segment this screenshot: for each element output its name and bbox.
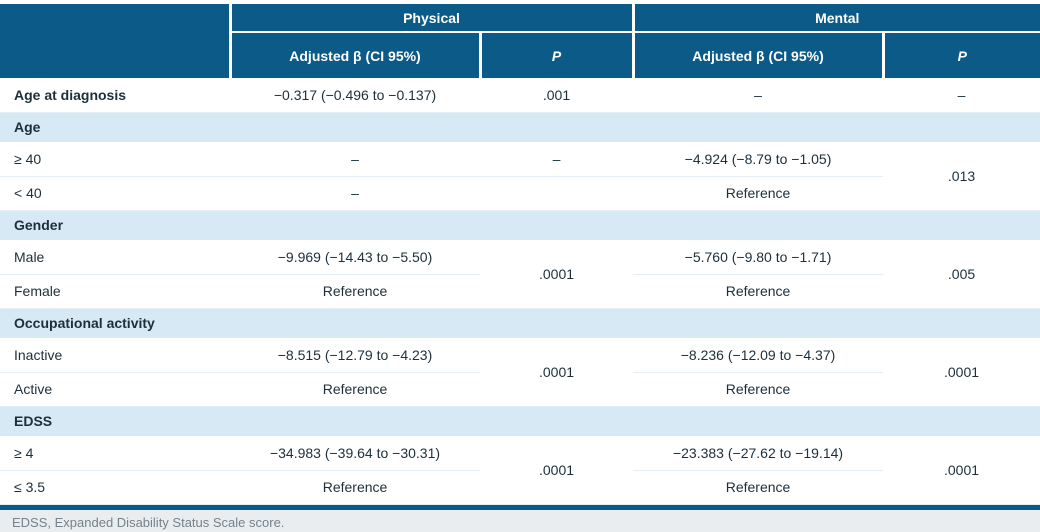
mental-beta-cell: −5.760 (−9.80 to −1.71) xyxy=(633,240,884,275)
physical-beta-cell: Reference xyxy=(230,372,480,407)
row-age-at-diagnosis: Age at diagnosis −0.317 (−0.496 to −0.13… xyxy=(0,78,1040,113)
mental-p-cell-merged: .0001 xyxy=(883,338,1040,407)
physical-beta-cell: −0.317 (−0.496 to −0.137) xyxy=(230,78,480,113)
row-label: Inactive xyxy=(0,338,230,373)
mental-beta-cell: Reference xyxy=(633,470,884,505)
physical-beta-cell: −9.969 (−14.43 to −5.50) xyxy=(230,240,480,275)
mental-p-cell-merged: .005 xyxy=(883,240,1040,309)
mental-p-cell-merged: .013 xyxy=(883,142,1040,211)
section-row-occupational-activity: Occupational activity xyxy=(0,308,1040,338)
header-empty-stub-cell xyxy=(0,4,232,78)
table-body: Age at diagnosis −0.317 (−0.496 to −0.13… xyxy=(0,78,1040,505)
physical-p-cell: .001 xyxy=(480,78,634,113)
mental-beta-cell: – xyxy=(633,78,884,113)
row-edss-ge-4: ≥ 4 −34.983 (−39.64 to −30.31) .0001 −23… xyxy=(0,436,1040,505)
section-label: EDSS xyxy=(0,406,1040,436)
table-footnote: EDSS, Expanded Disability Status Scale s… xyxy=(0,509,1040,532)
physical-p-cell: – xyxy=(480,142,634,177)
mental-beta-cell: −4.924 (−8.79 to −1.05) xyxy=(633,142,884,177)
row-edss-le-3-5: ≤ 3.5 Reference Reference xyxy=(0,470,1040,505)
row-label: Female xyxy=(0,274,230,309)
physical-beta-cell: – xyxy=(230,176,480,211)
mental-p-cell-merged: .0001 xyxy=(883,436,1040,505)
row-label: Active xyxy=(0,372,230,407)
section-label: Gender xyxy=(0,210,1040,240)
regression-table: Physical Mental Adjusted β (CI 95%) P Ad… xyxy=(0,4,1040,505)
mental-beta-cell: Reference xyxy=(633,372,884,407)
physical-beta-cell: – xyxy=(230,142,480,177)
col-header-mental-beta: Adjusted β (CI 95%) xyxy=(633,32,885,78)
mental-beta-cell: −23.383 (−27.62 to −19.14) xyxy=(633,436,884,471)
row-label: ≥ 40 xyxy=(0,142,230,177)
column-group-physical: Physical xyxy=(230,4,635,33)
row-label: ≤ 3.5 xyxy=(0,470,230,505)
physical-beta-cell: −8.515 (−12.79 to −4.23) xyxy=(230,338,480,373)
physical-p-empty-cell xyxy=(480,176,634,211)
physical-beta-cell: Reference xyxy=(230,470,480,505)
col-header-physical-beta: Adjusted β (CI 95%) xyxy=(230,32,482,78)
mental-p-cell: – xyxy=(883,78,1040,113)
section-label: Age xyxy=(0,112,1040,142)
row-label: Age at diagnosis xyxy=(0,78,230,113)
row-label: ≥ 4 xyxy=(0,436,230,471)
row-age-lt-40: < 40 – Reference xyxy=(0,176,1040,211)
physical-p-cell-merged: .0001 xyxy=(480,436,634,505)
header-group-row: Physical Mental xyxy=(0,4,1040,78)
col-header-physical-p: P xyxy=(480,32,635,78)
table-header: Physical Mental Adjusted β (CI 95%) P Ad… xyxy=(0,4,1040,78)
row-label: < 40 xyxy=(0,176,230,211)
section-label: Occupational activity xyxy=(0,308,1040,338)
row-gender-female: Female Reference Reference xyxy=(0,274,1040,309)
physical-p-cell-merged: .0001 xyxy=(480,338,634,407)
mental-beta-cell: Reference xyxy=(633,274,884,309)
header-subcolumn-row: Adjusted β (CI 95%) P Adjusted β (CI 95%… xyxy=(0,32,1040,78)
physical-beta-cell: Reference xyxy=(230,274,480,309)
section-row-gender: Gender xyxy=(0,210,1040,240)
footnote-text: EDSS, Expanded Disability Status Scale s… xyxy=(12,514,285,530)
col-header-mental-p: P xyxy=(883,32,1040,78)
row-age-ge-40: ≥ 40 – – −4.924 (−8.79 to −1.05) .013 xyxy=(0,142,1040,211)
mental-beta-cell: Reference xyxy=(633,176,884,211)
mental-beta-cell: −8.236 (−12.09 to −4.37) xyxy=(633,338,884,373)
section-row-age: Age xyxy=(0,112,1040,142)
row-gender-male: Male −9.969 (−14.43 to −5.50) .0001 −5.7… xyxy=(0,240,1040,309)
physical-beta-cell: −34.983 (−39.64 to −30.31) xyxy=(230,436,480,471)
column-group-mental: Mental xyxy=(633,4,1040,33)
row-occupation-active: Active Reference Reference xyxy=(0,372,1040,407)
physical-p-cell-merged: .0001 xyxy=(480,240,634,309)
row-label: Male xyxy=(0,240,230,275)
table-bottom-rule xyxy=(0,504,1040,510)
section-row-edss: EDSS xyxy=(0,406,1040,436)
row-occupation-inactive: Inactive −8.515 (−12.79 to −4.23) .0001 … xyxy=(0,338,1040,407)
